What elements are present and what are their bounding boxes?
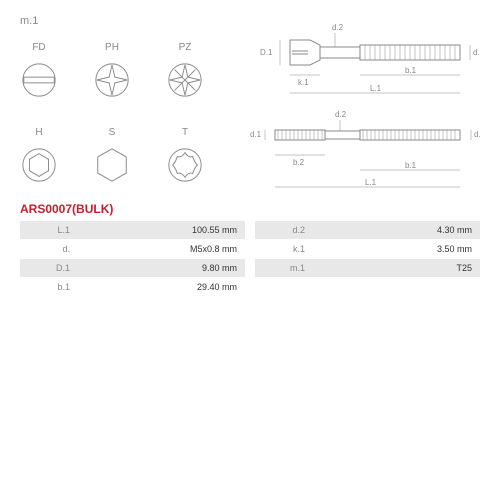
drive-fd: FD — [20, 42, 58, 102]
screw-drawing-top: D.1 d.2 d. b.1 k.1 L.1 d.1 d.2 d. b.2 b.… — [250, 15, 480, 215]
drive-label: H — [20, 127, 58, 138]
spec-value: T25 — [320, 263, 480, 273]
spec-label: L.1 — [20, 225, 85, 235]
drive-label: S — [93, 127, 131, 138]
spec-label: m.1 — [255, 263, 320, 273]
spec-label: b.1 — [20, 282, 85, 292]
spec-col-left: L.1100.55 mm d.M5x0.8 mm D.19.80 mm b.12… — [20, 221, 245, 297]
drive-pz: PZ — [166, 42, 204, 102]
drive-label: T — [166, 127, 204, 138]
svg-text:D.1: D.1 — [260, 48, 273, 57]
spec-row: d.M5x0.8 mm — [20, 240, 245, 258]
spec-label: d. — [20, 244, 85, 254]
spec-row: L.1100.55 mm — [20, 221, 245, 239]
drive-t: T — [166, 127, 204, 187]
technical-drawings: D.1 d.2 d. b.1 k.1 L.1 d.1 d.2 d. b.2 b.… — [250, 15, 480, 218]
drive-ph: PH — [93, 42, 131, 102]
slot-icon — [20, 61, 58, 99]
spec-value: 4.30 mm — [320, 225, 480, 235]
spec-value: 3.50 mm — [320, 244, 480, 254]
spec-label: d.2 — [255, 225, 320, 235]
hexhead-icon — [93, 146, 131, 184]
spec-row: m.1T25 — [255, 259, 480, 277]
svg-text:d.: d. — [473, 48, 480, 57]
drive-label: PZ — [166, 42, 204, 53]
spec-value: M5x0.8 mm — [85, 244, 245, 254]
drive-h: H — [20, 127, 58, 187]
spec-row: D.19.80 mm — [20, 259, 245, 277]
svg-text:k.1: k.1 — [298, 78, 309, 87]
spec-value: 100.55 mm — [85, 225, 245, 235]
svg-text:d.: d. — [474, 130, 480, 139]
torx-icon — [166, 146, 204, 184]
spec-value: 9.80 mm — [85, 263, 245, 273]
drive-s: S — [93, 127, 131, 187]
pozidriv-icon — [166, 61, 204, 99]
spec-value: 29.40 mm — [85, 282, 245, 292]
drive-label: PH — [93, 42, 131, 53]
spec-col-right: d.24.30 mm k.13.50 mm m.1T25 — [255, 221, 480, 297]
spec-label: D.1 — [20, 263, 85, 273]
phillips-icon — [93, 61, 131, 99]
svg-text:b.2: b.2 — [293, 158, 305, 167]
spec-row — [255, 278, 480, 296]
spec-row: d.24.30 mm — [255, 221, 480, 239]
svg-text:L.1: L.1 — [365, 178, 377, 187]
svg-text:b.1: b.1 — [405, 161, 417, 170]
spec-row: k.13.50 mm — [255, 240, 480, 258]
svg-text:d.1: d.1 — [250, 130, 262, 139]
spec-row: b.129.40 mm — [20, 278, 245, 296]
svg-text:d.2: d.2 — [332, 23, 344, 32]
spec-label: k.1 — [255, 244, 320, 254]
svg-text:d.2: d.2 — [335, 110, 347, 119]
hexsocket-icon — [20, 146, 58, 184]
svg-text:L.1: L.1 — [370, 84, 382, 93]
svg-text:b.1: b.1 — [405, 66, 417, 75]
drive-label: FD — [20, 42, 58, 53]
spec-table: L.1100.55 mm d.M5x0.8 mm D.19.80 mm b.12… — [20, 221, 480, 297]
